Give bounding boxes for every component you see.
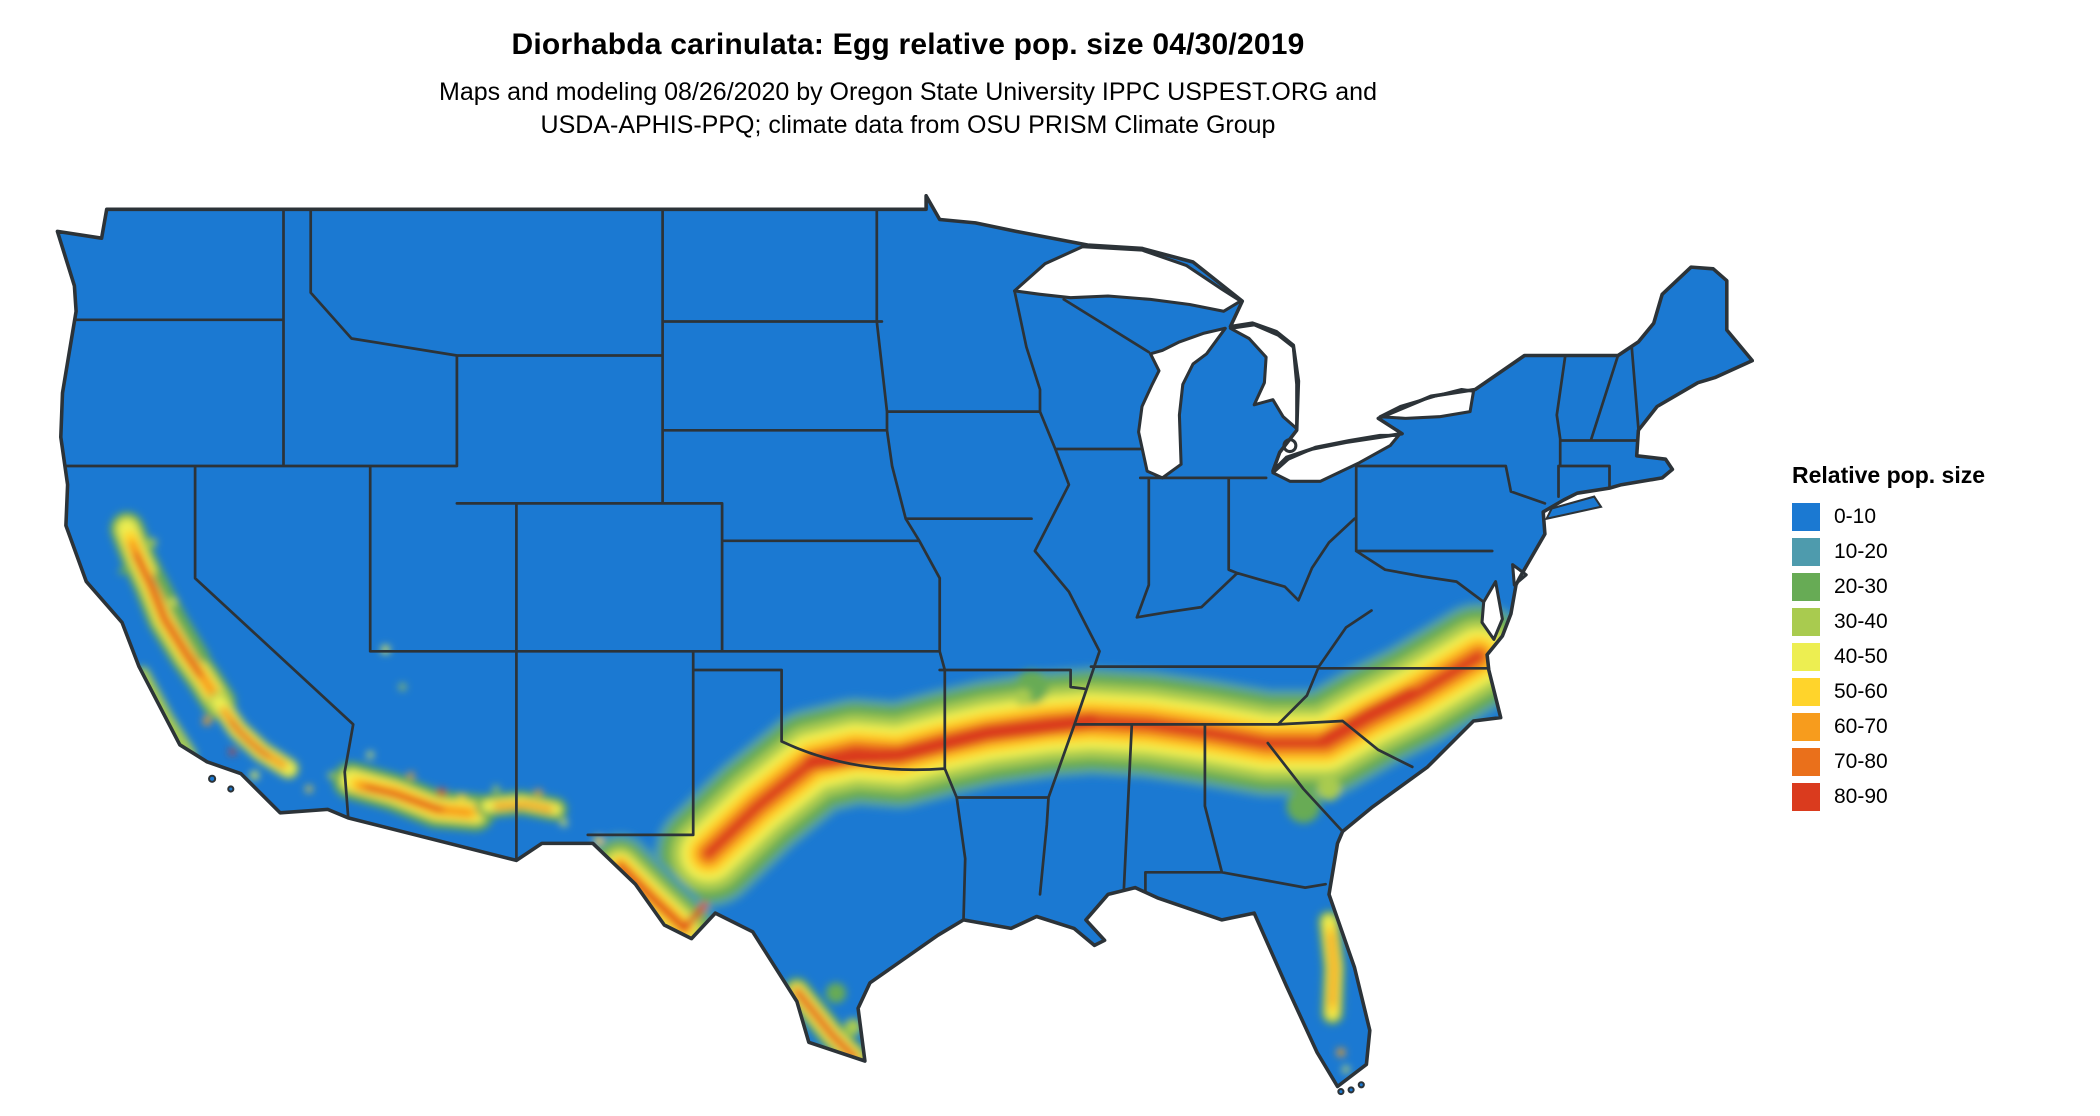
map-title: Diorhabda carinulata: Egg relative pop. … bbox=[511, 28, 1305, 61]
raster-layer bbox=[57, 195, 1753, 1087]
map-subtitle: Maps and modeling 08/26/2020 by Oregon S… bbox=[0, 76, 1816, 142]
legend-swatch bbox=[1792, 503, 1820, 531]
islands bbox=[208, 495, 1603, 1096]
us-border-outline bbox=[55, 194, 1754, 1089]
legend-item: 40-50 bbox=[1792, 643, 1985, 671]
legend-item: 20-30 bbox=[1792, 573, 1985, 601]
legend-swatch bbox=[1792, 713, 1820, 741]
great-lakes bbox=[1012, 245, 1528, 641]
chesapeake-bay bbox=[1480, 580, 1504, 641]
legend-item: 50-60 bbox=[1792, 678, 1985, 706]
state-borders bbox=[64, 207, 1640, 922]
legend: Relative pop. size 0-10 10-20 20-30 30-40 40… bbox=[1792, 462, 1985, 818]
map-subtitle-line2: USDA-APHIS-PPQ; climate data from OSU PR… bbox=[540, 111, 1276, 139]
legend-item-label: 70-80 bbox=[1834, 750, 1888, 773]
map-header: Diorhabda carinulata: Egg relative pop. … bbox=[0, 28, 1816, 142]
legend-items: 0-10 10-20 20-30 30-40 40-50 50-60 60-70 70-80 8… bbox=[1792, 503, 1985, 811]
legend-item-label: 0-10 bbox=[1834, 505, 1877, 528]
legend-item: 80-90 bbox=[1792, 783, 1985, 811]
legend-item-label: 10-20 bbox=[1834, 540, 1888, 563]
legend-item: 70-80 bbox=[1792, 748, 1985, 776]
legend-swatch bbox=[1792, 748, 1820, 776]
lake-ontario bbox=[1378, 387, 1476, 420]
lake-superior bbox=[1012, 245, 1243, 313]
heat-bands bbox=[110, 511, 1533, 1073]
legend-item: 60-70 bbox=[1792, 713, 1985, 741]
legend-item-label: 20-30 bbox=[1834, 575, 1888, 598]
legend-item: 10-20 bbox=[1792, 538, 1985, 566]
legend-item: 30-40 bbox=[1792, 608, 1985, 636]
lake-michigan bbox=[1137, 326, 1227, 480]
legend-swatch bbox=[1792, 573, 1820, 601]
legend-swatch bbox=[1792, 538, 1820, 566]
legend-item-label: 80-90 bbox=[1834, 785, 1888, 808]
legend-swatch bbox=[1792, 783, 1820, 811]
legend-swatch bbox=[1792, 608, 1820, 636]
legend-item: 0-10 bbox=[1792, 503, 1985, 531]
legend-title: Relative pop. size bbox=[1792, 462, 1986, 488]
legend-item-label: 30-40 bbox=[1834, 610, 1888, 633]
legend-swatch bbox=[1792, 678, 1820, 706]
base-blue-fill bbox=[57, 195, 1753, 1087]
legend-swatch bbox=[1792, 643, 1820, 671]
map-subtitle-line1: Maps and modeling 08/26/2020 by Oregon S… bbox=[439, 78, 1377, 106]
us-map bbox=[54, 194, 1754, 1112]
legend-item-label: 60-70 bbox=[1834, 715, 1888, 738]
long-island bbox=[1544, 495, 1603, 521]
legend-item-label: 40-50 bbox=[1834, 645, 1888, 668]
legend-item-label: 50-60 bbox=[1834, 680, 1888, 703]
